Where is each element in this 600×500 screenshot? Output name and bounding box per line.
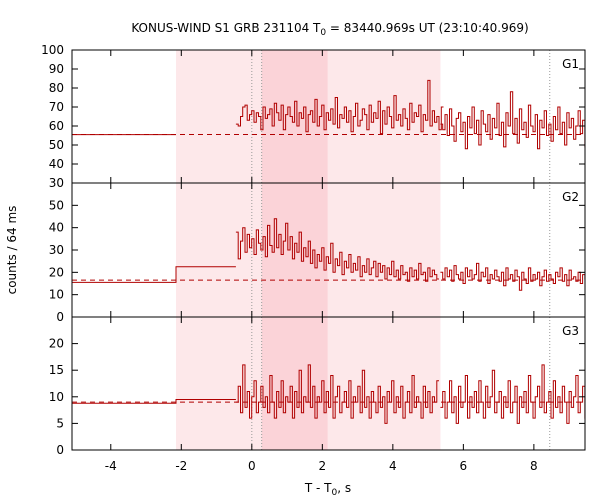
x-axis-label-rest: , s [337,481,351,495]
y-tick-label-g1: 50 [49,138,64,152]
y-tick-label-g2: 30 [49,243,64,257]
light-curve-steps-g1 [235,79,444,135]
y-tick-label-g1: 90 [49,62,64,76]
y-tick-label-g1: 100 [41,43,64,57]
x-tick-label: 6 [460,459,468,473]
y-tick-label-g3: 20 [49,337,64,351]
panel-label-g3: G3 [562,324,579,338]
x-tick-label: 0 [248,459,256,473]
y-tick-label-g2: 20 [49,265,64,279]
light-curve-steps-g1 [440,91,586,150]
y-tick-label-g1: 70 [49,100,64,114]
chart-title-rest: = 83440.969s UT (23:10:40.969) [326,21,529,35]
y-tick-label-g3: 10 [49,390,64,404]
pre-burst-steps-g3 [72,399,236,404]
light-curve-steps-g2 [235,218,439,282]
light-curve-steps-g2 [440,262,586,291]
chart-title: KONUS-WIND S1 GRB 231104 T0 = 83440.969s… [131,21,528,38]
chart-title-subscript: 0 [320,28,326,38]
y-tick-label-g1: 60 [49,119,64,133]
x-tick-label: -4 [105,459,117,473]
y-tick-label-g3: 0 [56,443,64,457]
light-curve-steps-g3 [235,364,439,424]
x-tick-label: -2 [175,459,187,473]
y-tick-label-g1: 30 [49,176,64,190]
y-tick-label-g1: 40 [49,157,64,171]
x-tick-label: 8 [530,459,538,473]
y-tick-label-g2: 40 [49,221,64,235]
y-tick-label-g2: 50 [49,198,64,212]
y-tick-label-g3: 5 [56,416,64,430]
y-axis-label: counts / 64 ms [5,206,19,295]
y-tick-label-g2: 0 [56,310,64,324]
panel-label-g2: G2 [562,190,579,204]
x-axis-label-main: T - T [304,481,332,495]
y-tick-label-g3: 15 [49,363,64,377]
light-curve-steps-g3 [440,364,586,424]
y-tick-label-g2: 10 [49,288,64,302]
pre-burst-steps-g2 [72,266,236,283]
y-tick-label-g1: 80 [49,81,64,95]
x-tick-label: 4 [389,459,397,473]
chart-title-main: KONUS-WIND S1 GRB 231104 T [131,21,321,35]
x-axis-label: T - T0, s [304,481,351,498]
x-axis-label-subscript: 0 [332,488,338,498]
panel-frame-g3 [71,316,586,451]
panel-label-g1: G1 [562,57,579,71]
plot-area: 30405060708090100G101020304050G205101520… [41,43,586,473]
x-tick-label: 2 [319,459,327,473]
